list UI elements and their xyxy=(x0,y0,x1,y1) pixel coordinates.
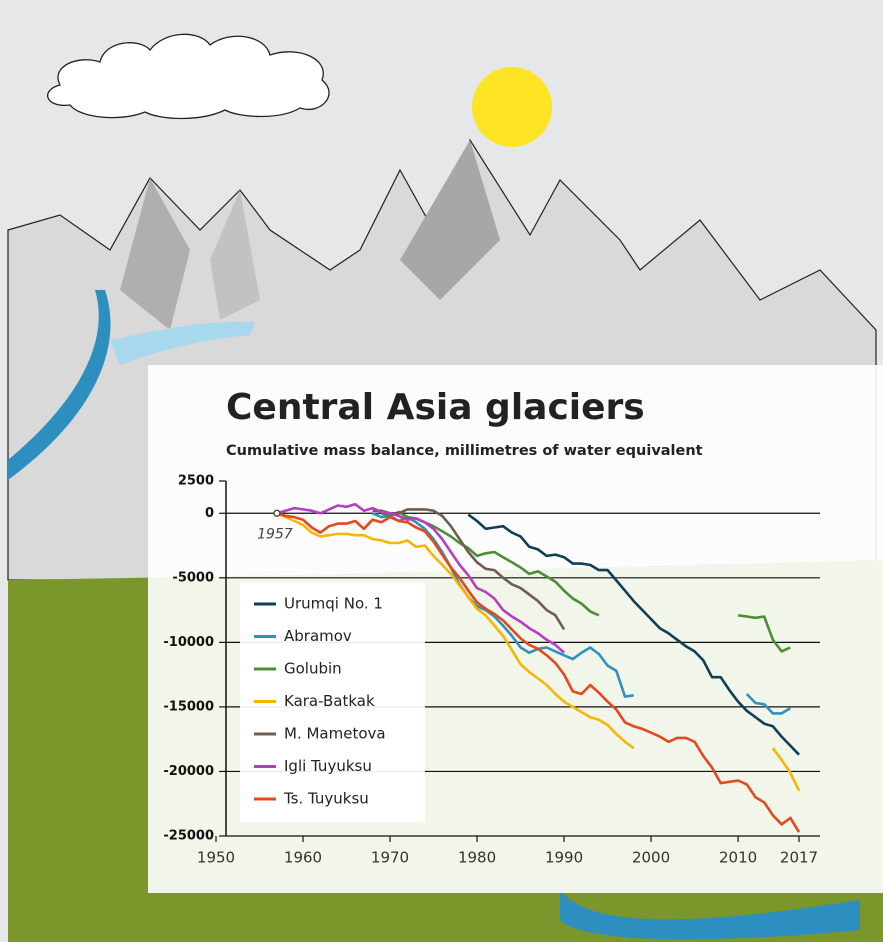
series-line xyxy=(276,512,801,833)
sun xyxy=(472,67,552,147)
series-line xyxy=(276,512,801,792)
x-tick-label: 1980 xyxy=(458,849,496,867)
lake xyxy=(560,890,860,940)
chart-subtitle: Cumulative mass balance, millimetres of … xyxy=(226,443,703,459)
series-line xyxy=(372,508,566,631)
legend-label: Kara-Batkak xyxy=(284,692,375,710)
x-tick-label: 1990 xyxy=(545,849,583,867)
y-tick-label: -5000 xyxy=(172,570,214,585)
river xyxy=(8,290,111,480)
plot: 2500 0 -5000 -10000 -15000 -20000 -25000 1950 19… xyxy=(163,474,820,867)
y-tick-label: -15000 xyxy=(163,699,214,714)
glacier-stream xyxy=(110,321,255,365)
y-tick-label: -10000 xyxy=(163,635,214,650)
x-tick-label: 2000 xyxy=(632,849,670,867)
y-tick-label: -20000 xyxy=(163,764,214,779)
y-tick-label: 0 xyxy=(205,506,214,521)
mountain-shade xyxy=(400,140,500,300)
legend-label: Igli Tuyuksu xyxy=(284,757,372,775)
series-line xyxy=(276,502,565,654)
x-tick-label: 1970 xyxy=(371,849,409,867)
x-tick-label: 1950 xyxy=(197,849,235,867)
legend-label: Golubin xyxy=(284,660,342,678)
y-tick-label: 2500 xyxy=(178,474,214,489)
x-tick-label: 2010 xyxy=(719,849,757,867)
legend-label: M. Mametova xyxy=(284,725,386,743)
series-line xyxy=(372,512,791,715)
chart-title: Central Asia glaciers xyxy=(226,387,645,428)
annotation-marker xyxy=(273,509,281,517)
y-tick-label: -25000 xyxy=(163,829,214,844)
cloud xyxy=(47,33,330,120)
annotation: 1957 xyxy=(257,526,293,542)
legend-label: Abramov xyxy=(284,627,352,645)
legend-label: Urumqi No. 1 xyxy=(284,595,383,613)
x-tick-label: 1960 xyxy=(284,849,322,867)
legend-label: Ts. Tuyuksu xyxy=(283,790,369,808)
x-tick-label: 2017 xyxy=(780,849,818,867)
series-line xyxy=(467,513,800,756)
mountain-shade xyxy=(210,190,260,320)
mountain-shade xyxy=(120,178,190,330)
